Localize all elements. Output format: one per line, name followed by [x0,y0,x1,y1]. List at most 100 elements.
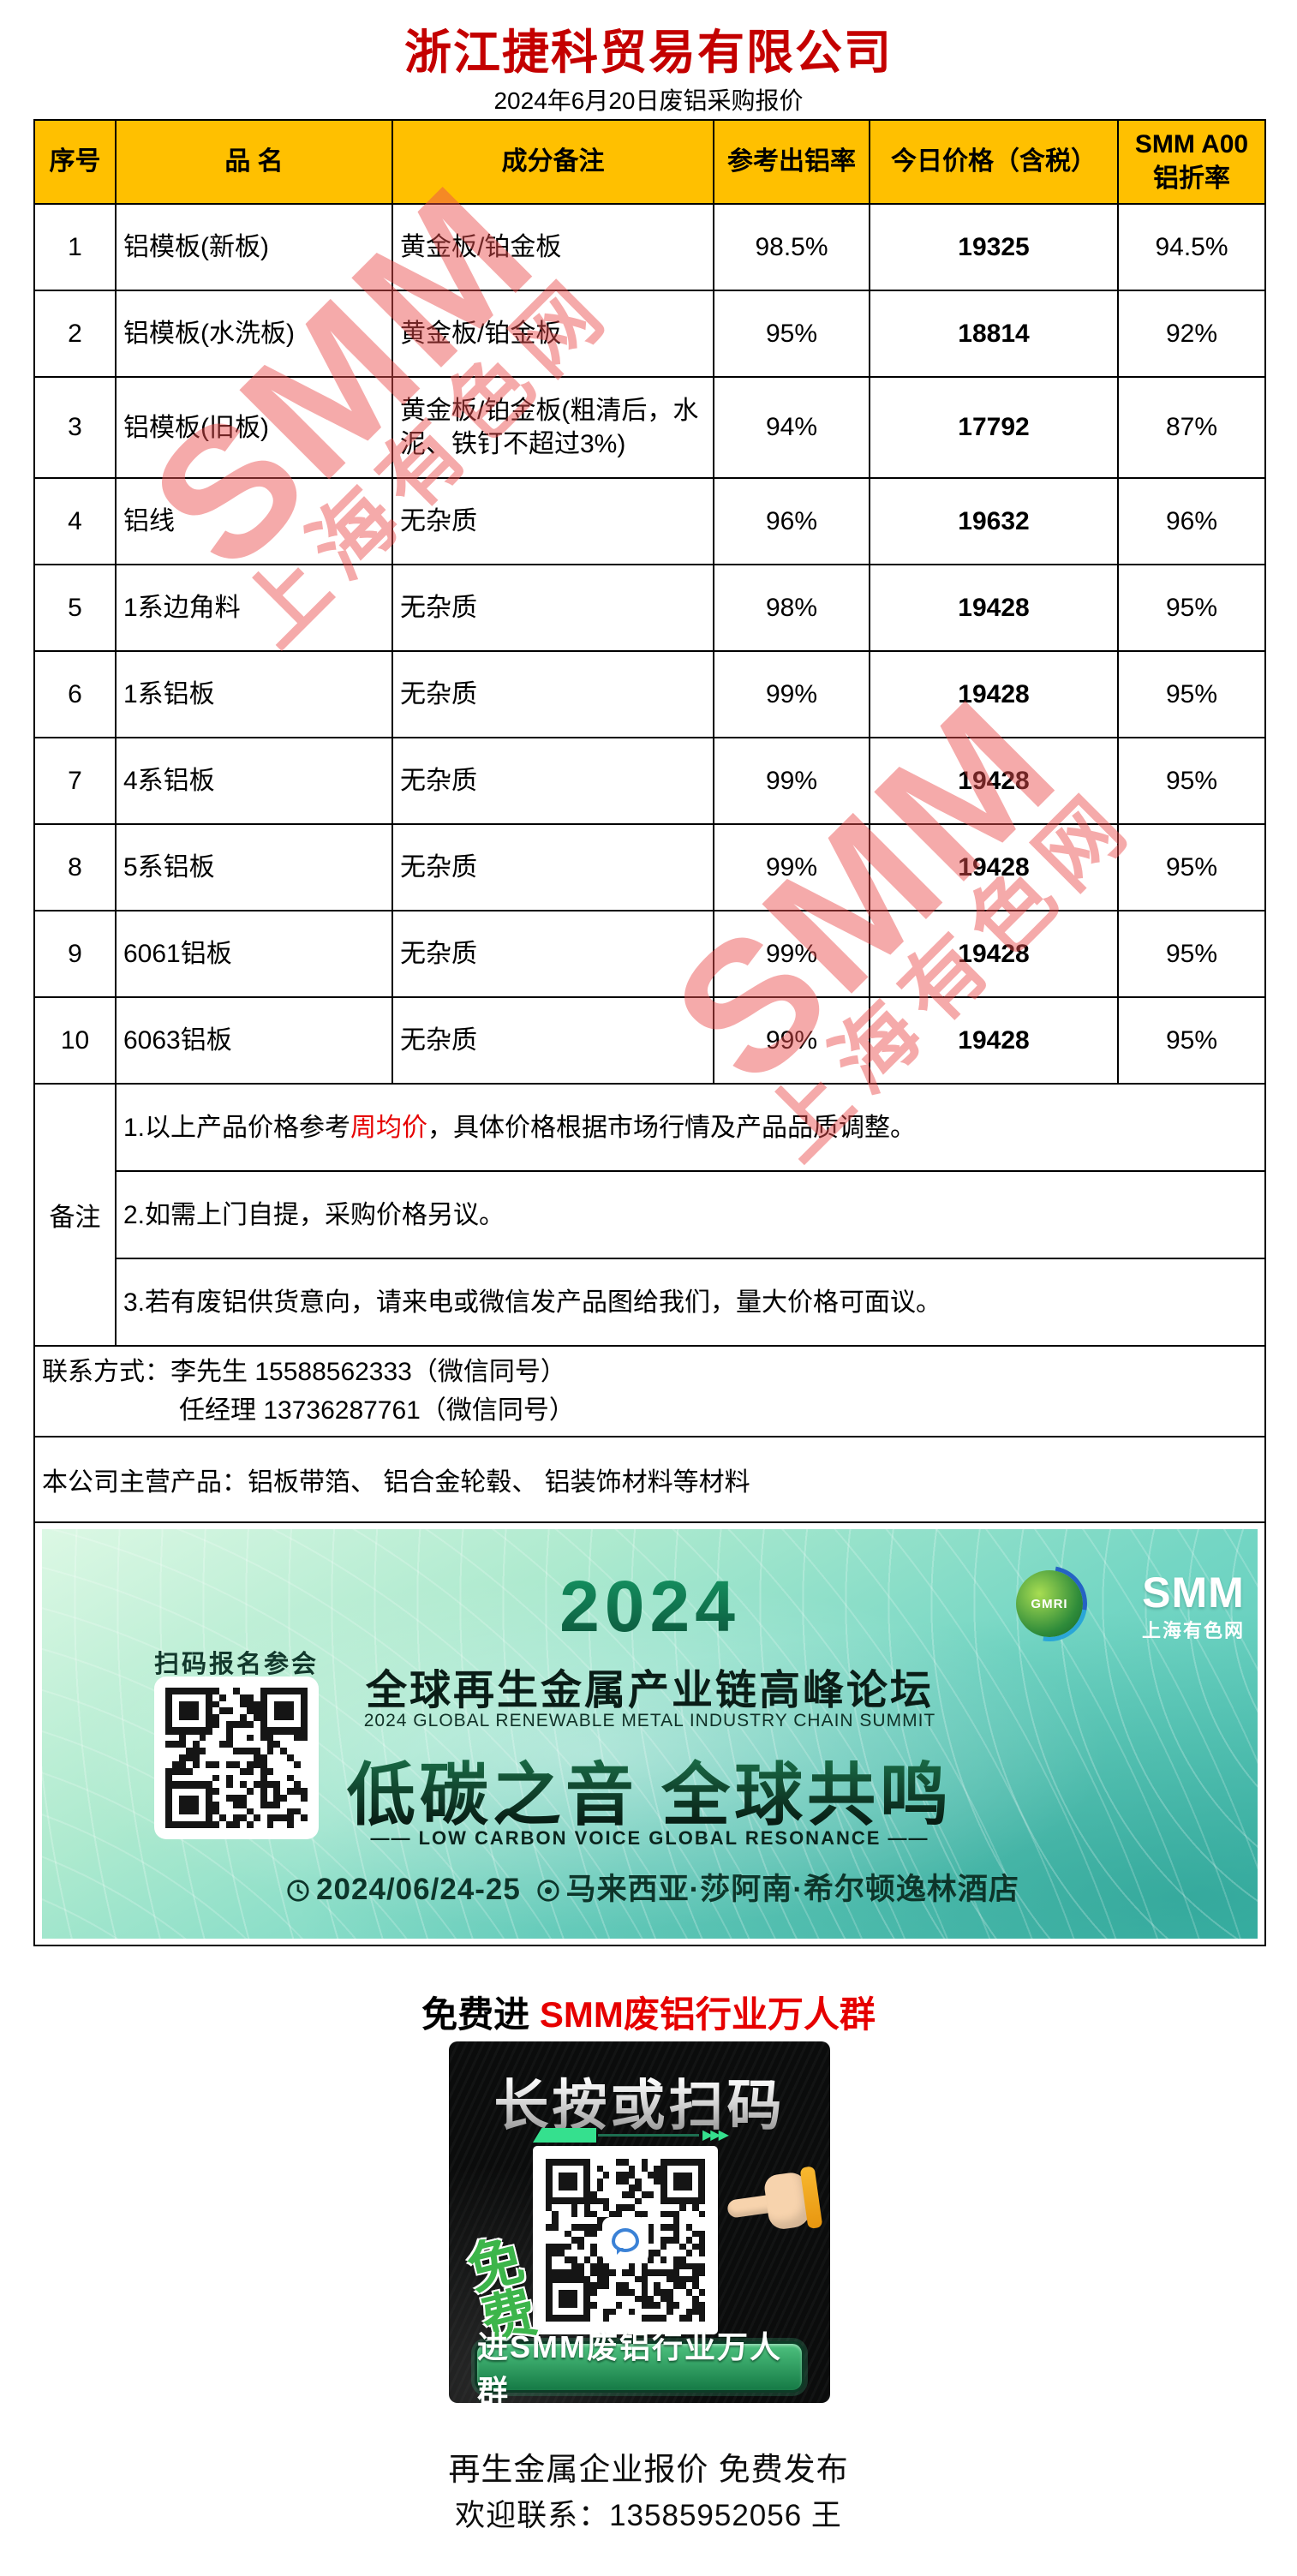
cell-price: 17792 [869,376,1119,479]
cell-rate: 99% [713,823,870,911]
banner-slogan: 低碳之音 全球共鸣 [42,1740,1258,1839]
contact-line-1: 联系方式：李先生 15588562333（微信同号） [42,1358,566,1386]
note-row-3: 3.若有废铝供货意向，请来电或微信发产品图给我们，量大价格可面议。 [34,1258,1266,1347]
company-title: 浙江捷科贸易有限公司 [403,26,893,79]
table-row: 4 铝线 无杂质 96% 19632 96% [33,477,1266,565]
cell-price: 19428 [869,650,1119,738]
cell-name: 1系边角料 [115,564,393,652]
col-header-price: 今日价格（含税） [869,119,1119,205]
table-header: 序号 品 名 成分备注 参考出铝率 今日价格（含税） SMM A00铝折率 [33,119,1266,205]
cell-name: 6063铝板 [115,996,393,1085]
quote-date-subtitle: 2024年6月20日废铝采购报价 [493,87,804,114]
footer-contact: 欢迎联系：13585952056 王 [455,2499,842,2532]
group-qr-code [533,2146,718,2334]
cell-spec: 无杂质 [391,650,714,738]
qr-card-title: 长按或扫码 [449,2062,830,2141]
cell-price: 19632 [869,477,1119,565]
main-products: 本公司主营产品：铝板带箔、 铝合金轮毂、 铝装饰材料等材料 [33,1436,1266,1523]
cell-no: 7 [33,737,117,825]
table-row: 9 6061铝板 无杂质 99% 19428 95% [33,910,1266,998]
note-1-pre: 1.以上产品价格参考 [123,1113,351,1142]
cell-spec: 黄金板/铂金板 [391,203,714,291]
green-line-decor [598,2134,699,2137]
table-row: 10 6063铝板 无杂质 99% 19428 95% [33,996,1266,1085]
cell-rate: 99% [713,650,870,738]
note-2: 2.如需上门自提，采购价格另议。 [115,1170,1266,1259]
clock-icon [287,1880,309,1902]
cell-spec: 黄金板/铂金板(粗清后，水泥、铁钉不超过3%) [391,376,714,479]
cell-no: 2 [33,290,117,378]
col-header-rate: 参考出铝率 [713,119,870,205]
table-row: 8 5系铝板 无杂质 99% 19428 95% [33,823,1266,911]
promo-headline-black: 免费进 [421,1994,540,2035]
arrow-decor: ▶▶▶ [702,2128,729,2143]
cell-rate: 99% [713,996,870,1085]
cell-spec: 无杂质 [391,996,714,1085]
cell-name: 铝模板(水洗板) [115,290,393,378]
cell-spec: 无杂质 [391,564,714,652]
pointing-hand-icon [723,2162,829,2257]
table-row: 6 1系铝板 无杂质 99% 19428 95% [33,650,1266,738]
banner-slogan-en: —— LOW CARBON VOICE GLOBAL RESONANCE —— [370,1827,929,1849]
cell-rate: 95% [713,290,870,378]
cell-no: 5 [33,564,117,652]
table-row: 2 铝模板(水洗板) 黄金板/铂金板 95% 18814 92% [33,290,1266,378]
banner-date: 2024/06/24-25 [316,1873,521,1906]
cell-ratio: 92% [1117,290,1266,378]
cell-price: 19325 [869,203,1119,291]
cell-price: 19428 [869,737,1119,825]
cell-rate: 94% [713,376,870,479]
banner-scan-label: 扫码报名参会 [153,1651,319,1678]
banner-cell: 扫码报名参会 2024 全球再生金属产业链高峰论坛 2024 GLOBAL RE… [33,1521,1266,1946]
cell-rate: 96% [713,477,870,565]
join-group-button-label: 进SMM废铝行业万人群 [477,2329,782,2403]
cell-ratio: 95% [1117,564,1266,652]
cell-name: 铝线 [115,477,393,565]
smm-logo-sub: 上海有色网 [1141,1620,1245,1641]
cell-rate: 98% [713,564,870,652]
banner-date-venue: 2024/06/24-25 马来西亚·莎阿南·希尔顿逸林酒店 [42,1865,1258,1909]
cell-spec: 无杂质 [391,477,714,565]
wechat-bubble-icon [602,2217,648,2263]
promo-headline-red: SMM废铝行业万人群 [539,1994,876,2035]
contact-info: 联系方式：李先生 15588562333（微信同号） 任经理 137362877… [33,1345,1266,1437]
cell-price: 19428 [869,564,1119,652]
footer-publish-note: 再生金属企业报价 免费发布 [448,2452,849,2487]
banner-qr-code [154,1676,319,1839]
col-header-ratio: SMM A00铝折率 [1117,119,1266,205]
col-header-name: 品 名 [115,119,393,205]
contact-row: 联系方式：李先生 15588562333（微信同号） 任经理 137362877… [33,1345,1266,1437]
cell-ratio: 94.5% [1117,203,1266,291]
cell-name: 5系铝板 [115,823,393,911]
cell-no: 3 [33,376,117,479]
qr-pattern [165,1688,308,1828]
smm-logo-word: SMM [1142,1569,1245,1617]
note-3: 3.若有废铝供货意向，请来电或微信发产品图给我们，量大价格可面议。 [115,1258,1266,1347]
cell-price: 18814 [869,290,1119,378]
table-row: 1 铝模板(新板) 黄金板/铂金板 98.5% 19325 94.5% [33,203,1266,291]
cell-spec: 黄金板/铂金板 [391,290,714,378]
cell-ratio: 95% [1117,737,1266,825]
cell-rate: 99% [713,737,870,825]
cell-ratio: 95% [1117,996,1266,1085]
smm-logo: SMM 上海有色网 [1116,1569,1258,1643]
products-row: 本公司主营产品：铝板带箔、 铝合金轮毂、 铝装饰材料等材料 [33,1436,1266,1523]
banner-title-en: 2024 GLOBAL RENEWABLE METAL INDUSTRY CHA… [363,1711,936,1730]
cell-ratio: 95% [1117,650,1266,738]
cell-no: 9 [33,910,117,998]
gmri-logo-icon: GMRI [1016,1570,1083,1637]
cell-no: 1 [33,203,117,291]
cell-rate: 99% [713,910,870,998]
contact-line-2: 任经理 13736287761（微信同号） [179,1396,575,1425]
banner-row: 扫码报名参会 2024 全球再生金属产业链高峰论坛 2024 GLOBAL RE… [33,1521,1266,1946]
cell-price: 19428 [869,910,1119,998]
cell-no: 8 [33,823,117,911]
cell-spec: 无杂质 [391,737,714,825]
note-1-highlight: 周均价 [350,1113,428,1142]
cell-rate: 98.5% [713,203,870,291]
qr-pattern [546,2159,705,2322]
green-trapezoid-decor [533,2128,596,2143]
cell-no: 10 [33,996,117,1085]
col-header-no: 序号 [33,119,117,205]
